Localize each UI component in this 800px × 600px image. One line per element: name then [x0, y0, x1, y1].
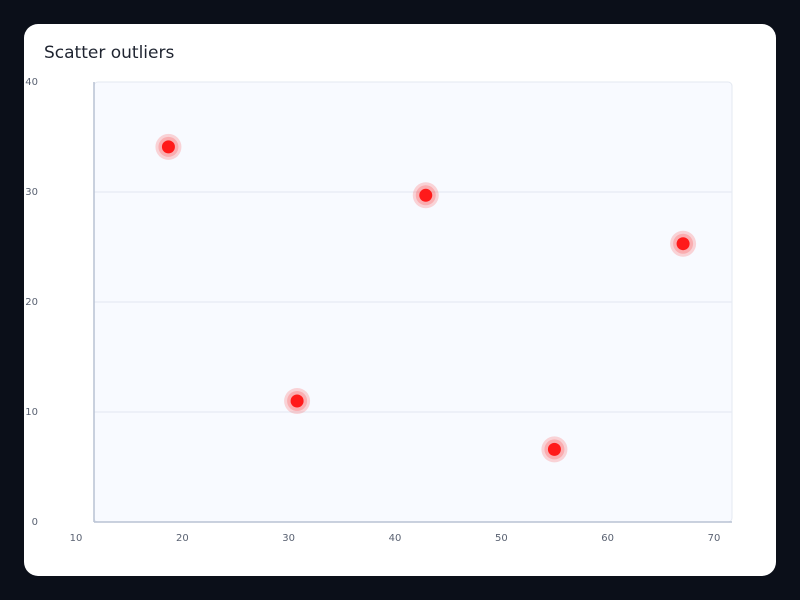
x-tick-label: 20	[176, 533, 189, 544]
data-point-dot	[547, 442, 561, 456]
data-point-dot	[419, 188, 433, 202]
data-point-dot	[676, 237, 690, 251]
y-tick-labels: 0 10 20 30 40	[25, 77, 38, 528]
x-tick-label: 30	[282, 533, 295, 544]
x-tick-labels: 10 20 30 40 50 60 70	[70, 533, 721, 544]
y-tick-label: 0	[32, 517, 38, 528]
x-tick-label: 70	[708, 533, 721, 544]
data-point[interactable]	[541, 436, 568, 463]
data-point[interactable]	[155, 133, 182, 160]
x-tick-label: 10	[70, 533, 83, 544]
data-point[interactable]	[670, 230, 697, 257]
data-point[interactable]	[284, 388, 311, 414]
y-tick-label: 30	[25, 187, 38, 198]
data-point-dot	[290, 394, 304, 408]
x-tick-label: 60	[601, 533, 614, 544]
scatter-chart: 10 20 30 40 50 60 70 0 10 20 30 40	[25, 77, 733, 544]
x-tick-label: 40	[389, 533, 402, 544]
y-tick-label: 20	[25, 297, 38, 308]
data-point[interactable]	[412, 182, 439, 209]
y-tick-label: 10	[25, 407, 38, 418]
data-point-dot	[161, 140, 175, 154]
axes	[93, 82, 732, 523]
x-tick-label: 50	[495, 533, 508, 544]
data-points	[155, 133, 697, 463]
chart-card: Scatter outliers 10 20 30 40 50 60 70 0 10 20 30 4…	[24, 24, 776, 576]
grid-lines	[94, 191, 732, 413]
chart-title: Scatter outliers	[44, 43, 175, 63]
y-tick-label: 40	[25, 77, 38, 88]
